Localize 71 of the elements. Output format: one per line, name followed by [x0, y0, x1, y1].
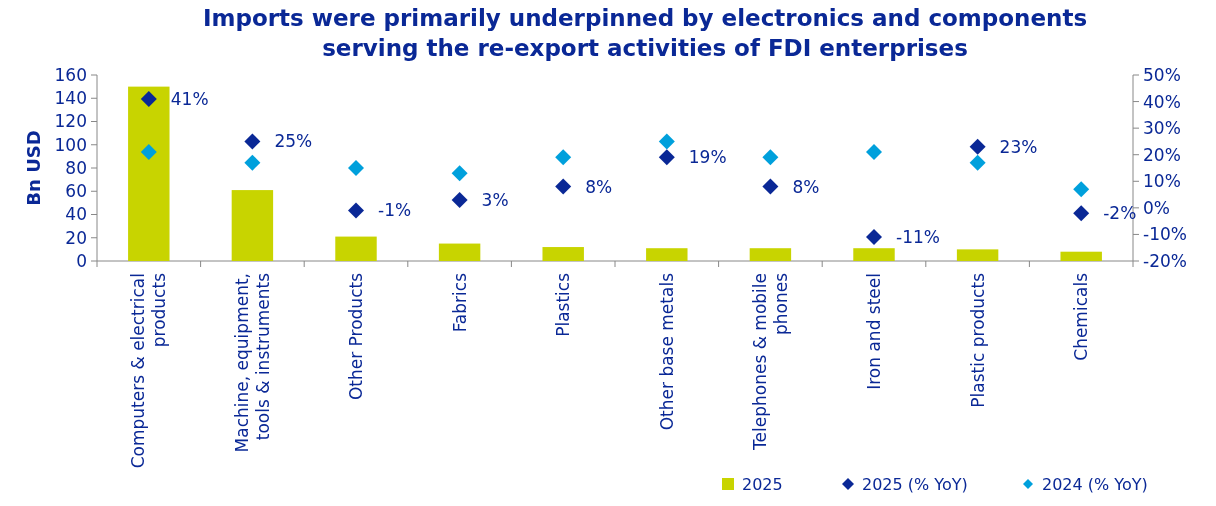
data-label: 25%	[274, 131, 313, 152]
point	[555, 149, 572, 166]
y2-tick-label: 50%	[1143, 64, 1181, 85]
y2-tick-label: 10%	[1143, 171, 1181, 192]
y-tick-label: 100	[54, 134, 87, 155]
bar	[542, 247, 584, 261]
point	[244, 133, 261, 150]
bar	[335, 236, 377, 261]
bar	[853, 248, 895, 261]
x-tick-label: Plastics	[553, 272, 574, 337]
y-axis-title: Bn USD	[23, 130, 44, 206]
y-tick-label: 80	[65, 157, 87, 178]
point	[555, 178, 572, 195]
y-tick-label: 120	[54, 111, 87, 132]
bar	[1060, 251, 1102, 261]
y-tick-label: 140	[54, 88, 87, 109]
point	[140, 90, 157, 107]
point	[348, 202, 364, 219]
bar	[749, 248, 792, 261]
bar	[231, 190, 274, 261]
y2-tick-label: 20%	[1143, 144, 1181, 165]
point	[1073, 205, 1090, 222]
bar	[646, 248, 688, 261]
x-tick-label: Iron and steel	[863, 273, 884, 390]
point	[969, 154, 986, 171]
bar	[956, 249, 999, 261]
y-tick-label: 0	[76, 250, 87, 271]
data-label: 23%	[999, 136, 1038, 157]
point	[451, 165, 468, 182]
x-tick-label: Other Products	[345, 272, 366, 401]
data-label: 8%	[792, 176, 820, 197]
y-tick-label: 40	[65, 204, 87, 225]
legend-label: 2024 (% YoY)	[1042, 474, 1148, 494]
data-label: 8%	[585, 176, 613, 197]
x-tick-label: Other base metals	[656, 272, 677, 431]
x-tick-label: Plastic products	[967, 272, 988, 408]
point	[451, 191, 468, 208]
data-label: -2%	[1103, 203, 1137, 224]
legend-label: 2025 (% YoY)	[862, 474, 968, 494]
legend-label: 2025	[742, 474, 783, 494]
point	[140, 144, 157, 161]
x-tick-label: Fabrics	[449, 272, 470, 333]
point	[762, 149, 779, 166]
x-tick-label: Telephones & mobile phones	[749, 272, 791, 451]
y2-tick-label: 40%	[1143, 91, 1181, 112]
point	[658, 133, 675, 150]
y-tick-label: 160	[54, 64, 87, 85]
y2-tick-label: 0%	[1143, 197, 1170, 218]
point	[762, 178, 779, 195]
data-label: 41%	[170, 88, 209, 109]
data-label: 19%	[688, 147, 727, 168]
x-tick-label: Computers & electrical products	[128, 272, 170, 469]
y2-tick-label: 30%	[1143, 118, 1181, 139]
point	[658, 149, 675, 166]
point	[348, 160, 364, 176]
point	[866, 229, 882, 246]
bar	[438, 243, 481, 261]
chart-title: Imports were primarily underpinned by electronics and components serving the re-export activities of FDI enterprises	[202, 5, 1088, 61]
y2-tick-label: -10%	[1143, 224, 1187, 245]
data-label: -11%	[896, 227, 940, 248]
data-label: 3%	[481, 189, 509, 210]
bar	[128, 86, 170, 261]
y2-tick-label: -20%	[1143, 250, 1187, 271]
point	[244, 154, 261, 171]
y-tick-label: 20	[65, 227, 87, 248]
point	[969, 138, 986, 155]
y-tick-label: 60	[65, 181, 87, 202]
data-label: -1%	[378, 200, 412, 221]
point	[1073, 181, 1090, 198]
point	[866, 144, 882, 161]
x-tick-label: Chemicals	[1071, 272, 1092, 361]
